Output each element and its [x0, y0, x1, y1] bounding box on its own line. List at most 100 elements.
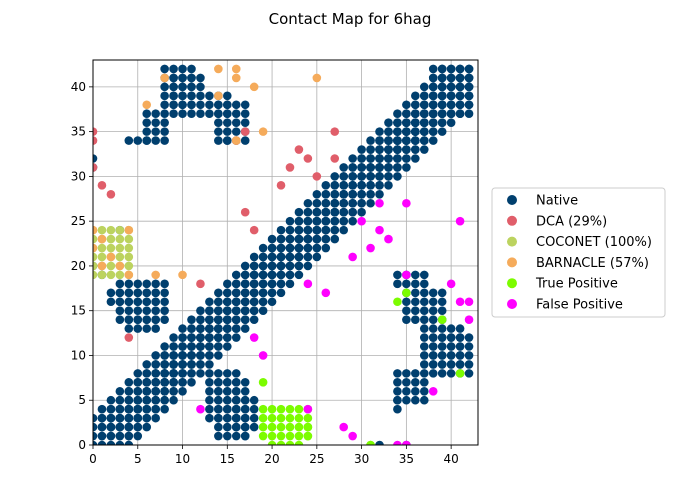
data-point — [285, 216, 295, 226]
data-point — [428, 118, 438, 127]
data-point — [464, 333, 474, 342]
data-point — [106, 270, 116, 280]
data-point — [303, 216, 313, 226]
data-point — [285, 404, 295, 414]
data-point — [93, 163, 98, 172]
data-point — [223, 109, 232, 119]
data-point — [419, 91, 429, 101]
data-point — [249, 315, 259, 324]
series-4 — [258, 288, 465, 445]
data-point — [93, 261, 98, 271]
data-point — [455, 369, 465, 378]
data-point — [187, 351, 196, 360]
data-point — [178, 333, 187, 342]
data-point — [97, 234, 107, 244]
data-point — [402, 288, 411, 298]
data-point — [106, 431, 116, 441]
data-point — [411, 386, 420, 396]
data-point — [142, 288, 152, 298]
data-point — [223, 431, 232, 441]
data-point — [455, 91, 465, 101]
data-point — [285, 163, 295, 172]
data-point — [285, 422, 295, 432]
data-point — [419, 100, 429, 110]
data-point — [258, 422, 268, 432]
data-point — [115, 270, 125, 280]
data-point — [446, 360, 456, 369]
data-point — [375, 198, 384, 208]
data-point — [160, 297, 169, 307]
data-point — [402, 369, 411, 378]
data-point — [151, 279, 160, 289]
data-point — [106, 413, 116, 423]
data-point — [258, 288, 268, 298]
data-point — [178, 91, 187, 101]
data-point — [142, 360, 152, 369]
data-point — [348, 431, 357, 441]
data-point — [267, 422, 277, 432]
y-tick-label: 20 — [71, 259, 86, 273]
data-point — [196, 306, 205, 315]
data-point — [115, 234, 125, 244]
data-point — [178, 82, 187, 92]
data-point — [366, 154, 375, 163]
data-point — [276, 422, 286, 432]
data-point — [428, 360, 438, 369]
data-point — [428, 351, 438, 360]
data-point — [419, 82, 429, 92]
data-point — [393, 297, 402, 307]
data-point — [258, 279, 268, 289]
data-point — [187, 324, 196, 333]
data-point — [303, 225, 313, 235]
data-point — [303, 207, 313, 217]
data-point — [285, 413, 295, 423]
data-point — [231, 422, 241, 432]
data-point — [249, 225, 259, 235]
data-point — [330, 234, 340, 244]
data-point — [348, 163, 357, 172]
data-point — [240, 315, 250, 324]
data-point — [115, 422, 125, 432]
data-point — [455, 360, 465, 369]
data-point — [115, 225, 125, 235]
data-point — [267, 252, 277, 262]
data-point — [312, 225, 322, 235]
data-point — [151, 413, 160, 423]
data-point — [142, 297, 152, 307]
data-point — [330, 216, 340, 226]
data-point — [151, 351, 160, 360]
series-1 — [93, 127, 340, 342]
data-point — [142, 369, 152, 378]
data-point — [115, 431, 125, 441]
data-point — [428, 136, 438, 145]
data-point — [446, 118, 456, 127]
data-point — [205, 109, 214, 119]
data-point — [142, 386, 152, 396]
data-point — [393, 440, 402, 445]
data-point — [142, 404, 152, 414]
data-point — [205, 413, 214, 423]
data-point — [384, 181, 393, 190]
data-point — [214, 369, 223, 378]
data-point — [437, 324, 447, 333]
data-point — [151, 378, 160, 387]
data-point — [276, 288, 286, 298]
data-point — [97, 225, 107, 235]
data-point — [97, 431, 107, 441]
data-point — [428, 315, 438, 324]
data-point — [276, 404, 286, 414]
data-point — [231, 127, 241, 136]
data-point — [348, 172, 357, 181]
data-point — [106, 404, 116, 414]
data-point — [419, 360, 429, 369]
data-point — [231, 64, 241, 74]
data-point — [187, 64, 196, 74]
data-point — [231, 73, 241, 83]
data-point — [339, 198, 348, 208]
y-tick-label: 0 — [78, 438, 86, 452]
data-point — [223, 127, 232, 136]
data-point — [187, 342, 196, 351]
data-point — [411, 279, 420, 289]
data-point — [205, 91, 214, 101]
data-point — [169, 378, 178, 387]
